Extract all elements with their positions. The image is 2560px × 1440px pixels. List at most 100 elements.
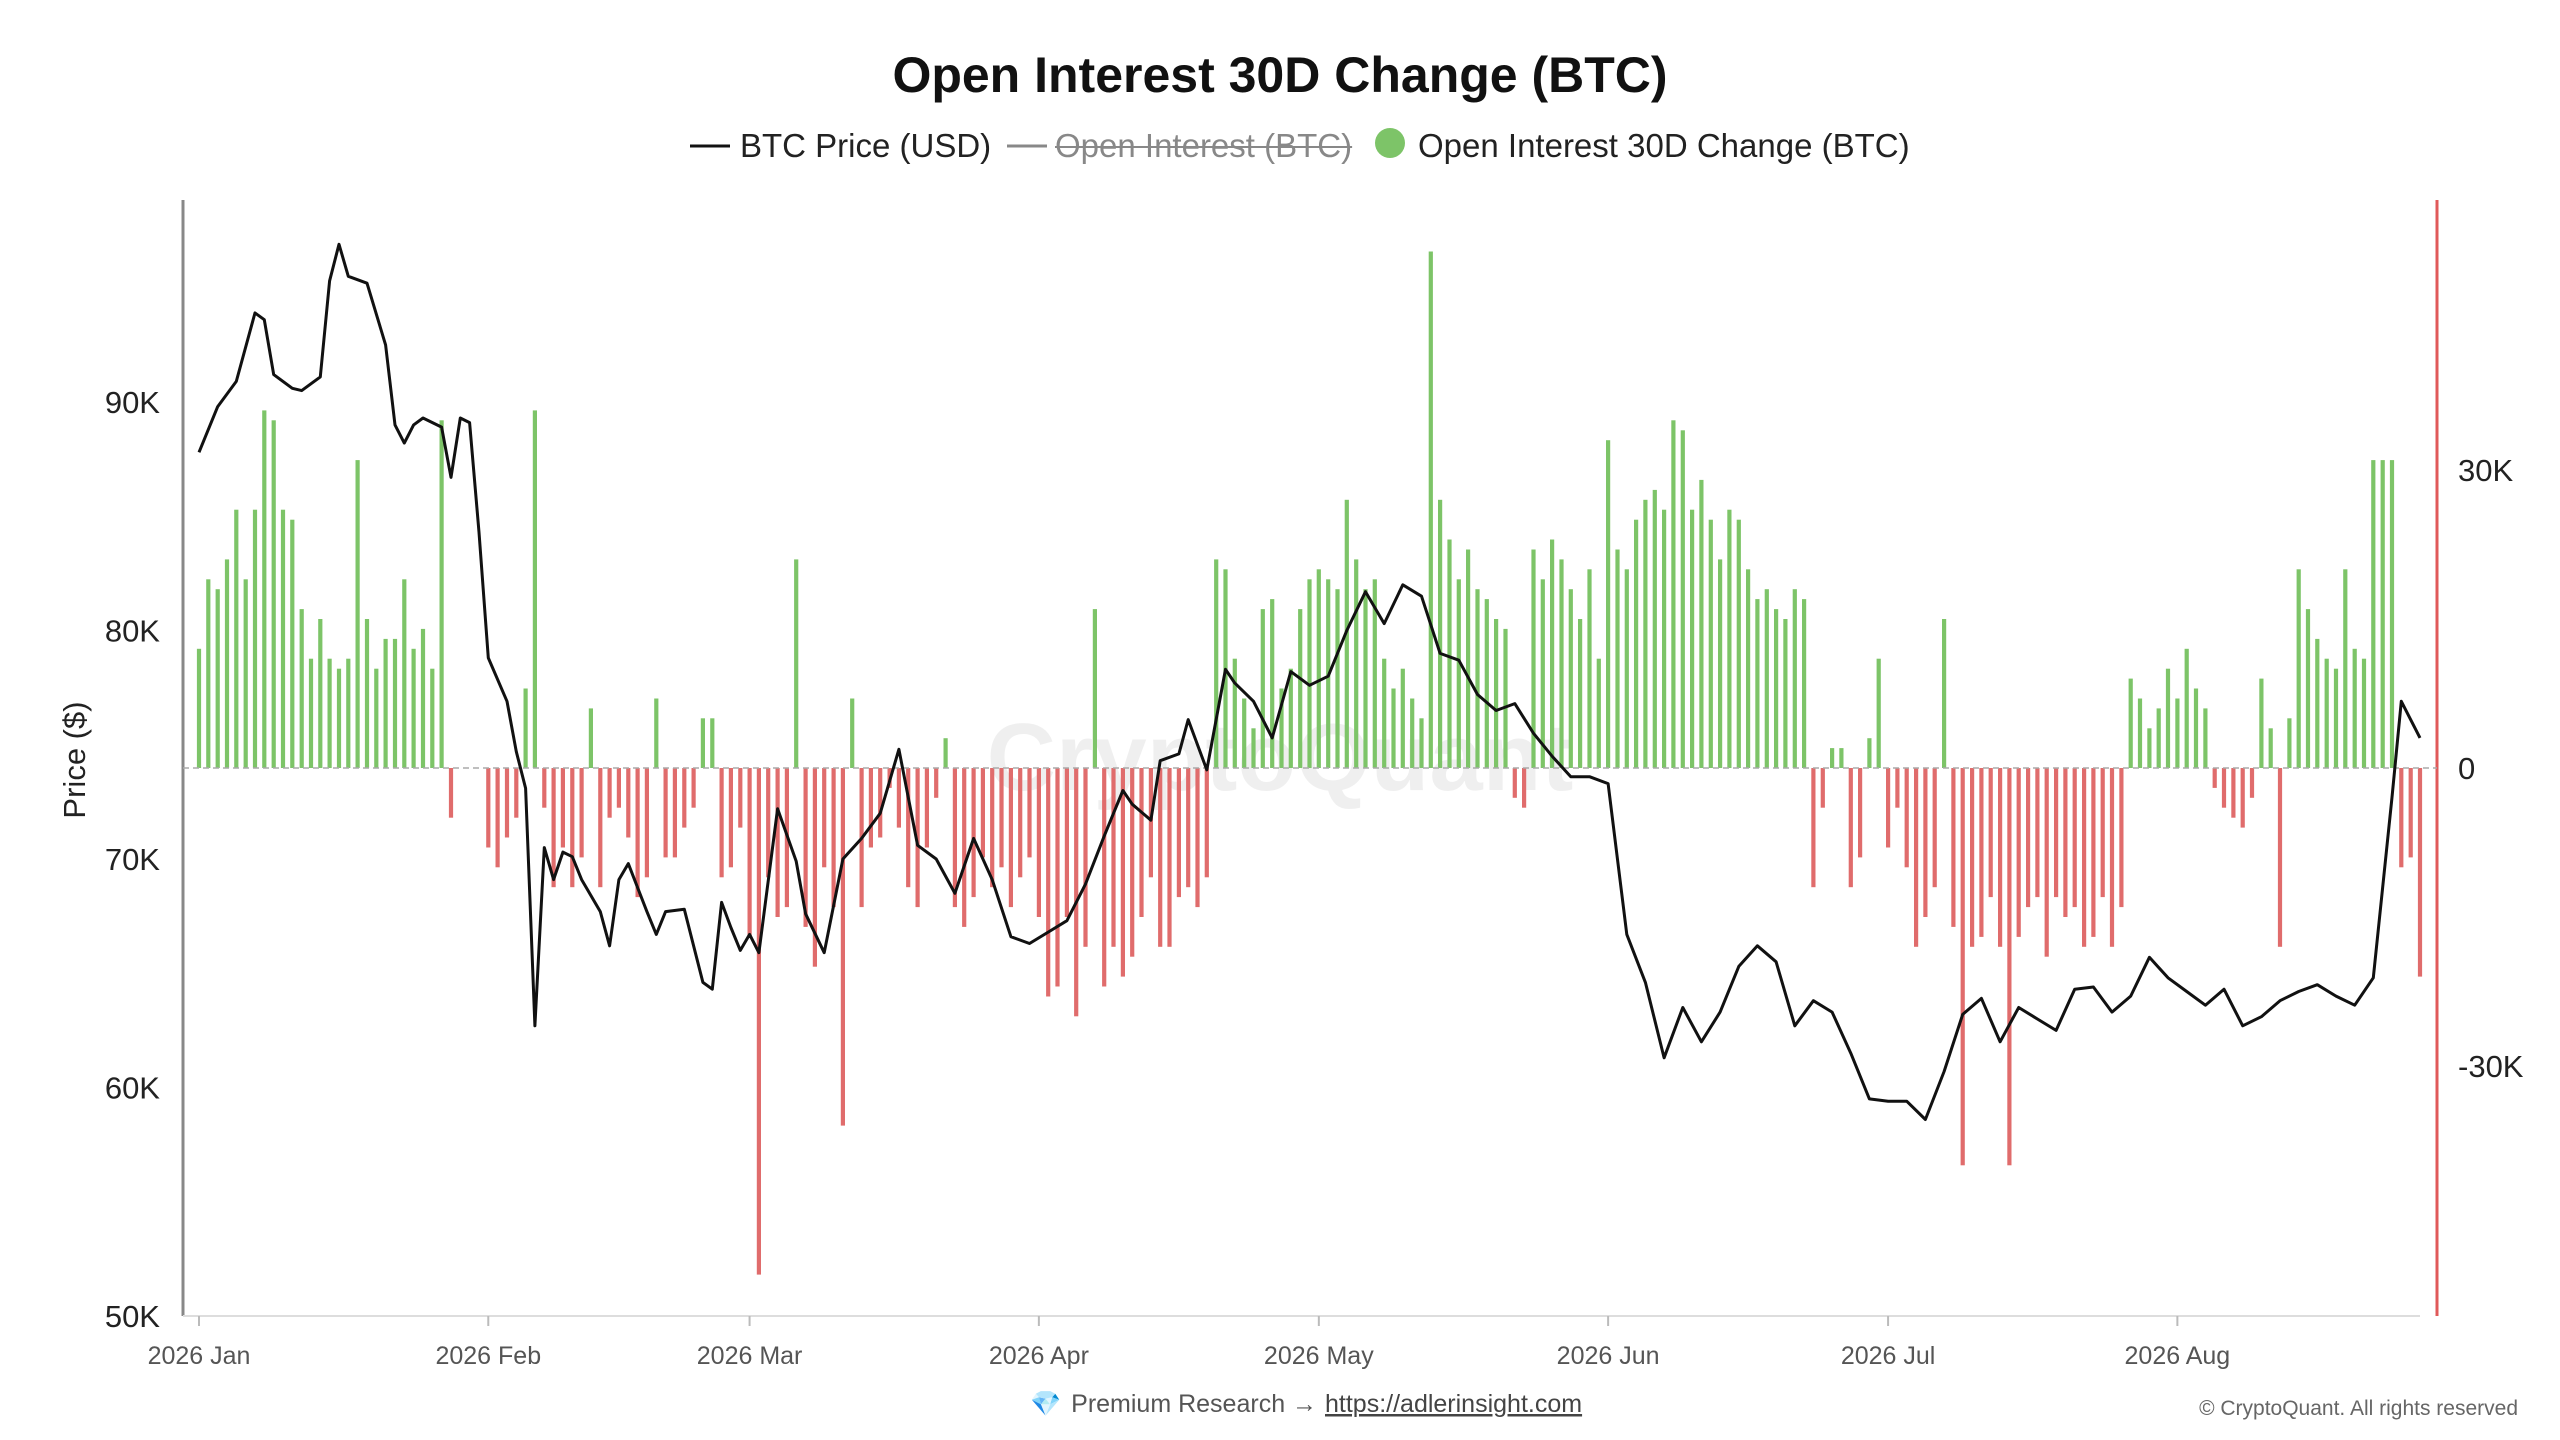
oi-change-bar bbox=[644, 768, 649, 878]
oi-change-bar bbox=[766, 768, 771, 878]
y-right-tick-label: 0 bbox=[2458, 751, 2475, 786]
y-right-tick-label: -30K bbox=[2458, 1049, 2524, 1084]
oi-change-bar bbox=[570, 768, 575, 888]
y-left-tick-label: 60K bbox=[105, 1071, 160, 1106]
oi-change-bar bbox=[831, 768, 836, 908]
oi-change-bar bbox=[2324, 658, 2329, 768]
oi-change-bar bbox=[1755, 599, 1760, 768]
oi-change-bar bbox=[635, 768, 640, 898]
y-right-tick-label: 30K bbox=[2458, 453, 2513, 488]
oi-change-bar bbox=[271, 420, 276, 768]
oi-change-bar bbox=[1251, 728, 1256, 768]
oi-change-bar bbox=[1820, 768, 1825, 808]
oi-change-bar bbox=[1783, 619, 1788, 768]
oi-change-bar bbox=[2212, 768, 2217, 788]
legend-item-btc-price[interactable]: BTC Price (USD) bbox=[690, 127, 991, 164]
oi-change-bar bbox=[542, 768, 547, 808]
oi-change-bar bbox=[2361, 658, 2367, 768]
oi-change-bar bbox=[1736, 519, 1741, 768]
oi-change-bar bbox=[1307, 579, 1312, 768]
oi-change-bar bbox=[2184, 648, 2189, 768]
oi-change-bar bbox=[346, 658, 351, 768]
oi-change-bar bbox=[514, 768, 519, 818]
oi-change-bar bbox=[448, 768, 454, 818]
copyright-text: © CryptoQuant. All rights reserved bbox=[2199, 1397, 2518, 1420]
oi-change-bar bbox=[2305, 609, 2311, 768]
oi-change-bar bbox=[430, 668, 435, 768]
x-tick-label: 2026 Jul bbox=[1841, 1342, 1936, 1370]
legend-label-open-interest: Open Interest (BTC) bbox=[1055, 127, 1352, 164]
oi-change-bar bbox=[1270, 599, 1275, 768]
oi-change-bar bbox=[327, 658, 332, 768]
oi-change-bar bbox=[1746, 569, 1751, 768]
legend-item-open-interest[interactable]: Open Interest (BTC) bbox=[1007, 127, 1353, 164]
oi-change-bar bbox=[1083, 768, 1088, 947]
oi-change-bar bbox=[1447, 539, 1452, 768]
oi-change-bar bbox=[1568, 589, 1573, 768]
oi-change-bar bbox=[243, 579, 248, 768]
oi-change-bar bbox=[1186, 768, 1191, 888]
oi-change-bar bbox=[840, 768, 845, 1126]
oi-change-bar bbox=[374, 668, 379, 768]
y-left-tick-label: 50K bbox=[105, 1299, 160, 1334]
oi-change-bar bbox=[1559, 559, 1564, 768]
oi-change-bar bbox=[1904, 768, 1909, 868]
oi-change-bar bbox=[1363, 589, 1368, 768]
oi-change-bar bbox=[1923, 768, 1928, 917]
legend: BTC Price (USD) Open Interest (BTC) Open… bbox=[690, 127, 1910, 164]
oi-change-bar bbox=[1792, 589, 1797, 768]
oi-change-bar bbox=[803, 768, 808, 927]
legend-item-oi-30d-change[interactable]: Open Interest 30D Change (BTC) bbox=[1375, 127, 1910, 164]
oi-change-bar bbox=[2193, 688, 2199, 768]
oi-change-bar bbox=[2240, 768, 2245, 828]
oi-change-bar bbox=[2128, 678, 2133, 768]
oi-change-bar bbox=[2249, 768, 2255, 798]
oi-change-bar bbox=[411, 648, 416, 768]
oi-change-bar bbox=[868, 768, 873, 848]
oi-change-bar bbox=[1802, 599, 1807, 768]
oi-change-bar bbox=[355, 460, 360, 768]
oi-change-bar bbox=[2063, 768, 2068, 917]
oi-change-bar bbox=[2082, 768, 2087, 947]
oi-change-bar bbox=[2221, 768, 2227, 808]
oi-change-bar bbox=[1148, 768, 1153, 878]
oi-change-bar bbox=[2417, 768, 2423, 977]
footer-link[interactable]: https://adlerinsight.com bbox=[1325, 1390, 1582, 1418]
oi-change-bar bbox=[1354, 559, 1359, 768]
oi-change-bar bbox=[1008, 768, 1013, 908]
y-left-tick-label: 70K bbox=[105, 842, 160, 877]
oi-change-bar bbox=[2287, 718, 2292, 768]
oi-change-bar bbox=[1195, 768, 1200, 908]
oi-change-bar bbox=[1391, 688, 1396, 768]
oi-change-bar bbox=[299, 609, 304, 768]
oi-change-bar bbox=[971, 768, 976, 898]
oi-change-bar bbox=[1064, 768, 1069, 917]
footer-premium-text: Premium Research → bbox=[1071, 1390, 1317, 1418]
oi-change-bar bbox=[1382, 658, 1387, 768]
oi-change-bar bbox=[523, 688, 528, 768]
line-layer bbox=[197, 242, 2422, 1121]
oi-change-bar bbox=[1074, 768, 1079, 1017]
oi-change-bar bbox=[850, 698, 855, 768]
oi-change-bar bbox=[1652, 489, 1657, 768]
oi-change-bar bbox=[420, 628, 426, 768]
oi-change-bar bbox=[1242, 698, 1247, 768]
oi-change-bar bbox=[1914, 768, 1919, 947]
oi-change-bar bbox=[756, 768, 761, 1275]
oi-change-bar bbox=[2408, 768, 2413, 858]
oi-change-bar bbox=[2175, 698, 2180, 768]
oi-change-bar bbox=[672, 768, 677, 858]
oi-change-bar bbox=[1624, 569, 1629, 768]
oi-change-bar bbox=[1848, 768, 1853, 888]
oi-change-bar bbox=[1886, 768, 1891, 848]
oi-change-bar bbox=[1018, 768, 1023, 878]
oi-change-bar bbox=[1438, 499, 1443, 768]
oi-change-bar bbox=[280, 509, 286, 768]
oi-change-bar bbox=[579, 768, 584, 858]
oi-change-bar bbox=[383, 638, 388, 768]
oi-change-bar bbox=[1475, 589, 1480, 768]
oi-change-bar bbox=[952, 768, 957, 908]
oi-change-bar bbox=[719, 768, 724, 878]
oi-change-bar bbox=[234, 509, 239, 768]
